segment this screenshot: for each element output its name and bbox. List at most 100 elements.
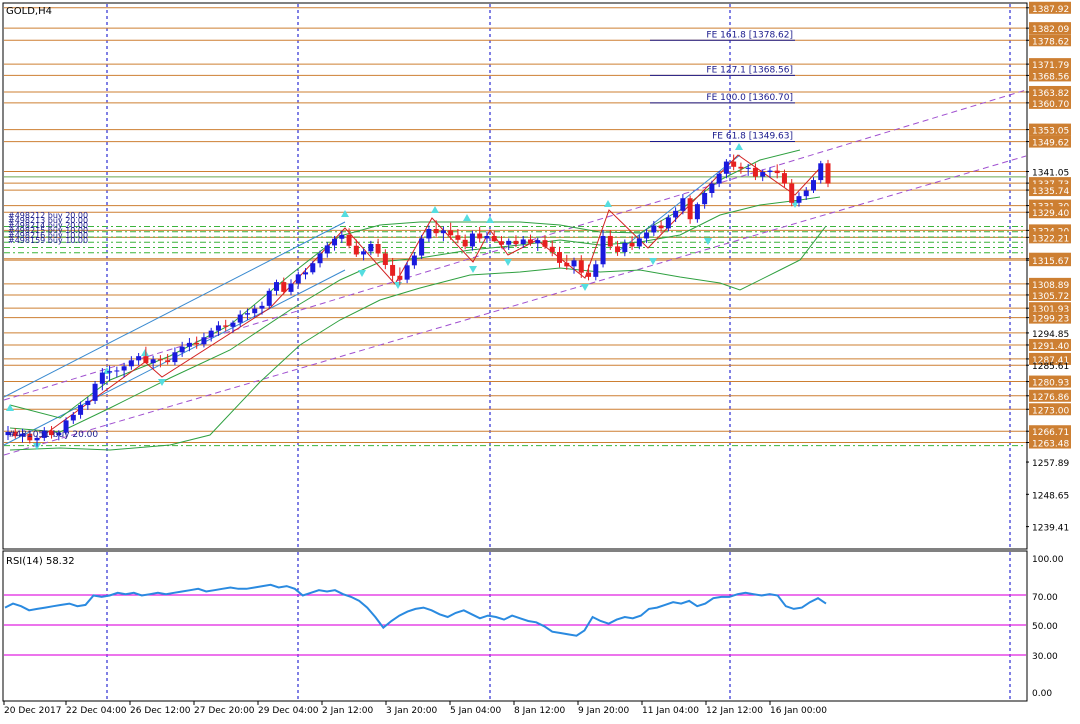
fractal-up-marker [341, 210, 349, 217]
candle-body [673, 210, 679, 218]
fibo-label: FE 127.1 [1368.56] [706, 65, 793, 75]
candle-body [5, 431, 11, 436]
candle-body [680, 198, 686, 211]
candle-body [651, 225, 657, 233]
symbol-label: GOLD,H4 [6, 6, 52, 17]
rsi-level-label: 70.00 [1032, 593, 1058, 603]
candle-body [781, 173, 787, 184]
candle-body [143, 356, 149, 364]
rsi-level-label: 100.00 [1032, 555, 1064, 565]
candle-body [201, 337, 207, 345]
candle-body [557, 252, 563, 263]
candle-body [172, 352, 178, 363]
time-label: 5 Jan 04:00 [450, 706, 502, 716]
time-label: 12 Jan 12:00 [706, 706, 763, 716]
candle-body [564, 262, 570, 267]
candle-body [723, 161, 729, 174]
candle-body [375, 244, 381, 254]
price-level-lines [4, 7, 1026, 444]
price-label-highlight [1029, 277, 1071, 290]
candle-body [789, 183, 795, 203]
candle-body [259, 305, 265, 309]
candle-body [208, 330, 214, 338]
candle-body [622, 242, 628, 253]
price-label: 1353.05 [1032, 127, 1069, 137]
candle-body [12, 431, 18, 437]
price-label: 1276.86 [1032, 393, 1069, 403]
price-label-highlight [1029, 85, 1071, 98]
candle-body [818, 163, 824, 181]
time-label: 29 Dec 04:00 [258, 706, 319, 716]
candle-body [586, 272, 592, 277]
candle-body [738, 166, 744, 169]
order-lines [4, 226, 1026, 447]
main-panel-border [2, 2, 1028, 550]
order-label: #498213 buy 20.00 [8, 216, 88, 225]
price-label: 1299.23 [1032, 315, 1069, 325]
candle-body [731, 161, 737, 167]
price-label-highlight [1029, 1, 1071, 14]
candle-body [230, 322, 236, 327]
order-label: #498216 buy 10.00 [8, 231, 88, 240]
candle-body [687, 198, 693, 220]
candle-body [150, 359, 156, 364]
candle-body [520, 239, 526, 245]
candle-body [215, 325, 221, 331]
price-label: 1335.74 [1032, 187, 1069, 197]
price-label-highlight [1029, 184, 1071, 197]
price-label: 1305.72 [1032, 292, 1069, 302]
price-label-highlight [1029, 403, 1071, 416]
price-label-highlight [1029, 425, 1071, 438]
candle-body [774, 170, 780, 174]
order-label: #498214 buy 20.00 [8, 221, 88, 230]
price-label: 1257.89 [1032, 459, 1069, 469]
candle-body [303, 272, 309, 275]
candle-body [288, 283, 294, 292]
time-label: 9 Jan 20:00 [578, 706, 630, 716]
channel-lower-line [3, 155, 1027, 456]
price-label: 1248.65 [1032, 491, 1069, 501]
fractal-up-marker [141, 349, 149, 356]
price-label: 1360.70 [1032, 100, 1069, 110]
time-label: 20 Dec 2017 [4, 706, 62, 716]
price-label-highlight [1029, 338, 1071, 351]
candle-body [542, 240, 548, 247]
price-label: 1315.67 [1032, 257, 1069, 267]
candle-body [636, 238, 642, 247]
price-label-highlight [1029, 69, 1071, 82]
fractal-up-marker [486, 216, 494, 223]
candle-body [477, 233, 483, 239]
candle-body [440, 230, 446, 234]
time-label: 27 Dec 20:00 [194, 706, 255, 716]
time-label: 11 Jan 04:00 [642, 706, 699, 716]
candle-body [745, 167, 751, 169]
rsi-panel-border [2, 550, 1028, 702]
fractal-up-marker [463, 214, 471, 221]
price-label: 1349.62 [1032, 139, 1069, 149]
candle-body [513, 240, 519, 245]
candle-body [114, 370, 120, 372]
candlesticks[interactable] [5, 154, 831, 447]
price-label: 1291.40 [1032, 342, 1069, 352]
candle-body [244, 313, 250, 315]
price-label: 1301.93 [1032, 305, 1069, 315]
price-label: 1308.89 [1032, 281, 1069, 291]
fractal-up-marker [604, 200, 612, 207]
order-label: #498215 buy 10.00 [8, 226, 88, 235]
candle-body [658, 225, 664, 229]
price-label: 1387.92 [1032, 5, 1069, 15]
candle-body [491, 235, 497, 242]
candle-body [252, 308, 258, 314]
candle-body [128, 360, 134, 367]
candle-body [332, 238, 338, 246]
price-label: 1266.71 [1032, 428, 1069, 438]
candle-body [767, 170, 773, 173]
candle-body [462, 239, 468, 247]
candle-body [41, 430, 47, 438]
fibo-label: FE 161.8 [1378.62] [706, 30, 793, 40]
candle-body [34, 437, 40, 441]
candle-body [273, 282, 279, 291]
